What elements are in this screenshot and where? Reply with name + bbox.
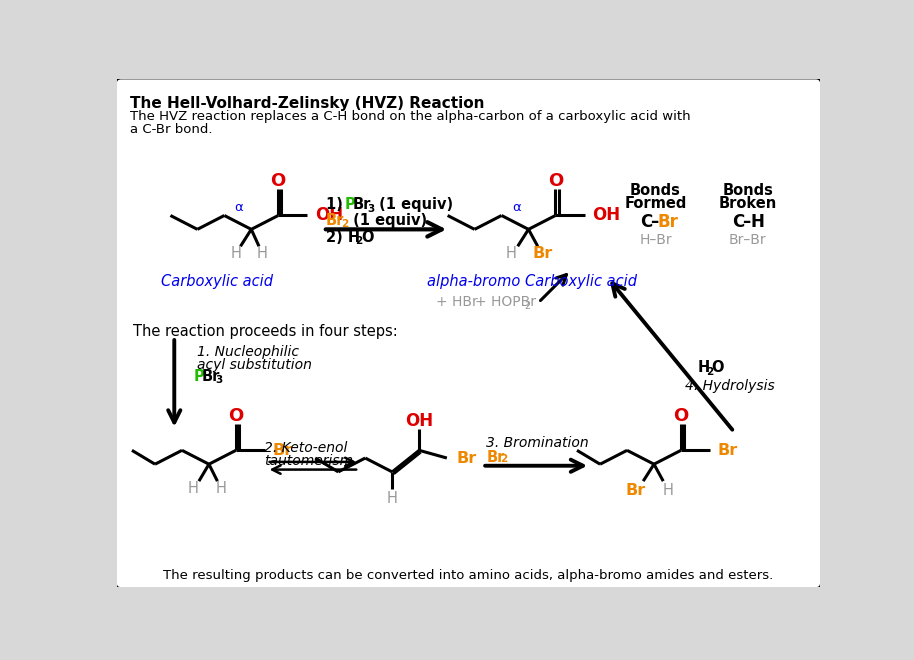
Text: 2: 2 bbox=[341, 219, 348, 229]
Text: H: H bbox=[230, 246, 241, 261]
Text: acyl substitution: acyl substitution bbox=[197, 358, 313, 372]
Text: (1 equiv): (1 equiv) bbox=[374, 197, 452, 213]
Text: a C-Br bond.: a C-Br bond. bbox=[131, 123, 213, 136]
Text: Br: Br bbox=[456, 451, 476, 465]
Text: α: α bbox=[235, 201, 243, 214]
Text: Br–Br: Br–Br bbox=[729, 233, 767, 247]
Text: The HVZ reaction replaces a C-H bond on the alpha-carbon of a carboxylic acid wi: The HVZ reaction replaces a C-H bond on … bbox=[131, 110, 691, 123]
Text: Br: Br bbox=[532, 246, 552, 261]
Text: Br: Br bbox=[326, 213, 345, 228]
Text: alpha-bromo Carboxylic acid: alpha-bromo Carboxylic acid bbox=[428, 274, 637, 289]
Text: Formed: Formed bbox=[624, 195, 686, 211]
Text: + HOPBr: + HOPBr bbox=[475, 296, 537, 310]
Text: Br: Br bbox=[625, 483, 645, 498]
Text: The Hell-Volhard-Zelinsky (HVZ) Reaction: The Hell-Volhard-Zelinsky (HVZ) Reaction bbox=[131, 96, 485, 111]
Text: H: H bbox=[506, 246, 517, 261]
Text: H: H bbox=[663, 483, 674, 498]
Text: Bonds: Bonds bbox=[722, 183, 773, 199]
Text: O: O bbox=[228, 407, 243, 426]
Text: H: H bbox=[750, 213, 764, 230]
Text: H–Br: H–Br bbox=[639, 233, 672, 247]
Text: 2: 2 bbox=[525, 302, 531, 312]
Text: 1. Nucleophilic: 1. Nucleophilic bbox=[197, 345, 300, 359]
Text: 2: 2 bbox=[500, 454, 507, 464]
Text: 3. Bromination: 3. Bromination bbox=[486, 436, 589, 449]
Text: –: – bbox=[742, 213, 750, 230]
Text: OH: OH bbox=[405, 412, 433, 430]
Text: H: H bbox=[387, 490, 398, 506]
Text: C: C bbox=[640, 213, 653, 230]
Text: H: H bbox=[698, 360, 710, 376]
Text: P: P bbox=[345, 197, 356, 213]
Text: O: O bbox=[712, 360, 724, 376]
Text: O: O bbox=[361, 230, 374, 245]
Text: H: H bbox=[188, 481, 199, 496]
Text: Br: Br bbox=[658, 213, 679, 230]
Text: O: O bbox=[674, 407, 688, 426]
Text: + HBr: + HBr bbox=[436, 296, 478, 310]
Text: The reaction proceeds in four steps:: The reaction proceeds in four steps: bbox=[133, 324, 399, 339]
Text: Br: Br bbox=[201, 369, 219, 384]
Text: Br: Br bbox=[717, 443, 739, 458]
Text: 3: 3 bbox=[215, 376, 222, 385]
Text: C: C bbox=[732, 213, 745, 230]
Text: (1 equiv): (1 equiv) bbox=[347, 213, 427, 228]
Text: Br: Br bbox=[273, 443, 293, 458]
Text: α: α bbox=[512, 201, 521, 214]
Text: 1): 1) bbox=[326, 197, 348, 213]
Text: O: O bbox=[271, 172, 286, 190]
Text: P: P bbox=[194, 369, 205, 384]
Text: 2: 2 bbox=[707, 367, 714, 377]
Text: 2) H: 2) H bbox=[326, 230, 360, 245]
Text: tautomerism: tautomerism bbox=[264, 454, 354, 468]
Text: OH: OH bbox=[315, 207, 344, 224]
Text: Bonds: Bonds bbox=[630, 183, 681, 199]
Text: The resulting products can be converted into amino acids, alpha-bromo amides and: The resulting products can be converted … bbox=[164, 570, 773, 582]
Text: Broken: Broken bbox=[718, 195, 777, 211]
Text: –: – bbox=[650, 213, 658, 230]
Text: H: H bbox=[257, 246, 268, 261]
Text: 2. Keto-enol: 2. Keto-enol bbox=[264, 441, 347, 455]
Text: Br: Br bbox=[486, 450, 505, 465]
Text: 3: 3 bbox=[367, 203, 375, 214]
Text: OH: OH bbox=[592, 207, 621, 224]
Text: 2: 2 bbox=[356, 236, 363, 246]
Text: Br: Br bbox=[352, 197, 370, 213]
Text: O: O bbox=[547, 172, 563, 190]
FancyBboxPatch shape bbox=[115, 78, 822, 589]
Text: 4. Hydrolysis: 4. Hydrolysis bbox=[685, 379, 774, 393]
Text: Carboxylic acid: Carboxylic acid bbox=[161, 274, 272, 289]
Text: H: H bbox=[216, 481, 227, 496]
